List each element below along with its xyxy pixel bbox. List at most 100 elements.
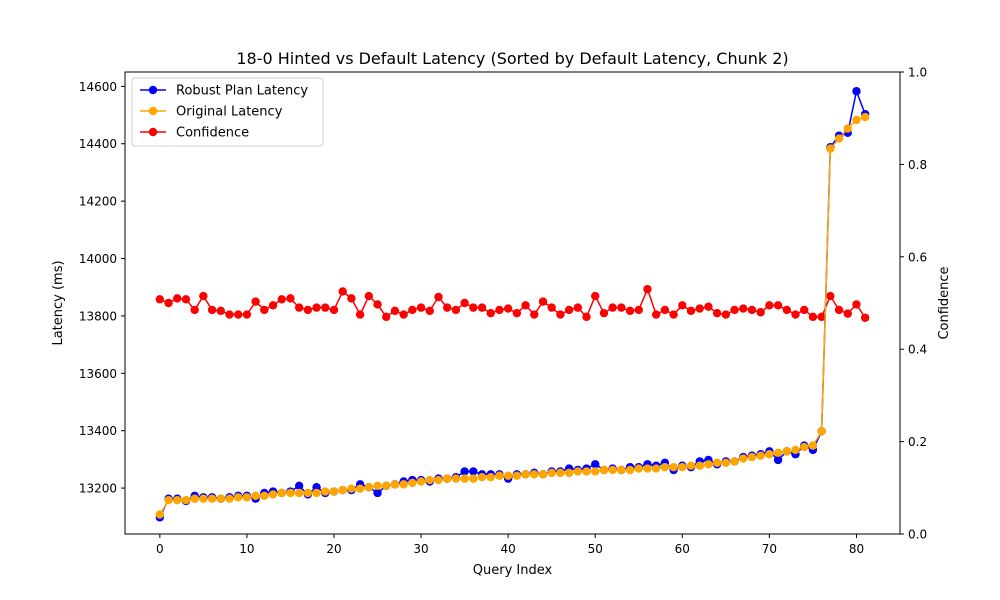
data-point [651,310,661,319]
data-point [486,472,495,482]
data-point [390,480,400,489]
data-point [608,465,617,475]
data-point [721,458,731,468]
data-point [425,475,434,485]
data-point [373,300,382,309]
data-point [303,488,313,498]
data-point [591,467,600,476]
data-point [503,304,513,313]
y2-axis-label: Confidence [937,266,952,339]
y-tick-label: 13800 [79,309,117,323]
y2-tick-label: 1.0 [908,66,927,80]
series-original-latency [155,112,870,519]
data-point [373,481,382,490]
data-point [678,301,687,310]
data-point [704,460,713,469]
data-point [800,442,809,452]
data-point [173,495,182,505]
data-point [399,310,408,319]
data-point [695,304,704,313]
data-point [442,474,452,483]
data-point [678,462,687,472]
data-point [155,510,165,519]
data-point [242,310,252,319]
chart-title: 18-0 Hinted vs Default Latency (Sorted b… [236,49,788,68]
data-point [234,493,243,502]
data-point [800,305,809,315]
x-tick-label: 40 [501,542,516,556]
data-point [852,87,861,96]
data-point [660,462,670,472]
series-line [159,116,866,515]
data-point [564,305,574,315]
data-point [582,312,591,322]
x-tick-label: 0 [156,542,164,556]
data-point [321,487,330,496]
data-point [181,495,191,505]
data-point [434,475,443,485]
data-point [852,115,861,125]
data-point [503,471,513,480]
data-point [643,464,652,473]
data-point [294,488,304,498]
y-tick-label: 14200 [79,195,117,209]
y-tick-label: 13200 [79,482,117,496]
data-point [155,295,165,304]
data-point [268,301,278,310]
data-point [382,312,391,322]
plot-frame [124,71,901,535]
data-point [808,441,818,450]
data-point [834,305,844,315]
data-point [686,306,696,316]
data-point [364,483,374,492]
data-point [486,308,495,318]
data-point [190,305,199,315]
y-tick-label: 14600 [79,80,117,94]
data-point [199,291,208,301]
data-point [843,124,852,133]
data-point [364,291,374,301]
data-point [207,494,217,503]
data-point [791,310,800,319]
data-point [173,294,182,303]
data-point [782,447,791,456]
legend-box [131,77,324,147]
data-point [373,488,382,498]
data-point [277,488,286,498]
data-point [826,291,835,301]
data-point [686,461,696,470]
series-layer [155,87,870,522]
y-axis-right: 0.0 0.2 0.4 0.6 0.8 1.0 [900,66,927,542]
data-point [408,478,417,488]
y2-tick-label: 0.0 [908,528,927,542]
data-point [747,305,757,315]
data-point [765,450,774,459]
data-point [712,458,722,468]
data-point [782,305,791,315]
data-point [207,305,217,315]
legend-label: Original Latency [176,105,283,120]
data-point [512,471,522,480]
data-point [512,308,522,318]
data-point [469,474,478,483]
x-tick-label: 20 [326,542,341,556]
data-point [294,303,304,312]
series-confidence [155,284,870,322]
data-point [355,310,365,319]
data-point [460,467,469,476]
data-point [556,310,565,319]
data-point [739,454,748,463]
data-point [730,305,739,315]
data-point [347,484,356,493]
data-point [860,112,870,122]
data-point [547,468,556,478]
data-point [756,308,765,317]
x-tick-label: 60 [675,542,690,556]
y2-tick-label: 0.4 [908,343,927,357]
y2-tick-label: 0.6 [908,250,927,264]
legend-marker [148,127,158,137]
data-point [382,481,391,490]
data-point [408,305,417,315]
data-point [321,303,330,312]
data-point [495,305,504,315]
